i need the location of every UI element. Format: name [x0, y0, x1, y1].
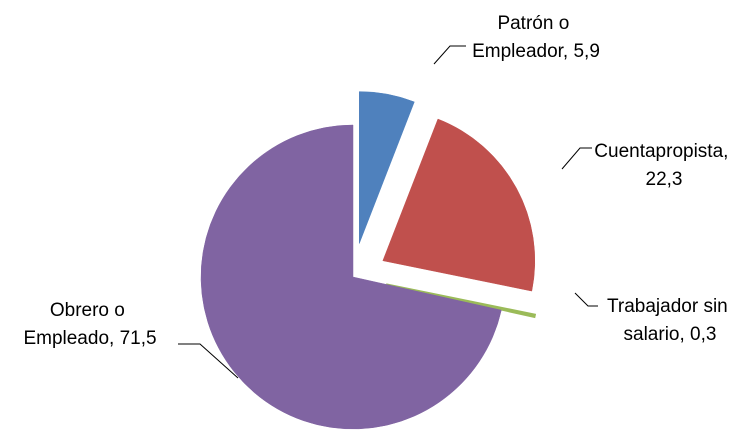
pie-slices [200, 91, 537, 430]
leader-line-patron [433, 45, 466, 65]
data-label-trabajador: Trabajador sin salario, 0,3 [607, 296, 733, 345]
data-label-patron: Patrón o Empleador, 5,9 [472, 13, 600, 62]
slice-obrero [200, 124, 502, 430]
slice-cuentapropista [382, 118, 536, 292]
slice-trabajador [386, 283, 537, 319]
slice-patron [359, 91, 415, 244]
leader-line-trabajador [574, 292, 598, 307]
data-label-cuentapropista: Cuentapropista, 22,3 [594, 141, 733, 190]
leader-line-obrero [178, 343, 239, 379]
leader-line-cuentapropista [561, 147, 592, 170]
data-label-obrero: Obrero o Empleado, 71,5 [23, 300, 156, 349]
